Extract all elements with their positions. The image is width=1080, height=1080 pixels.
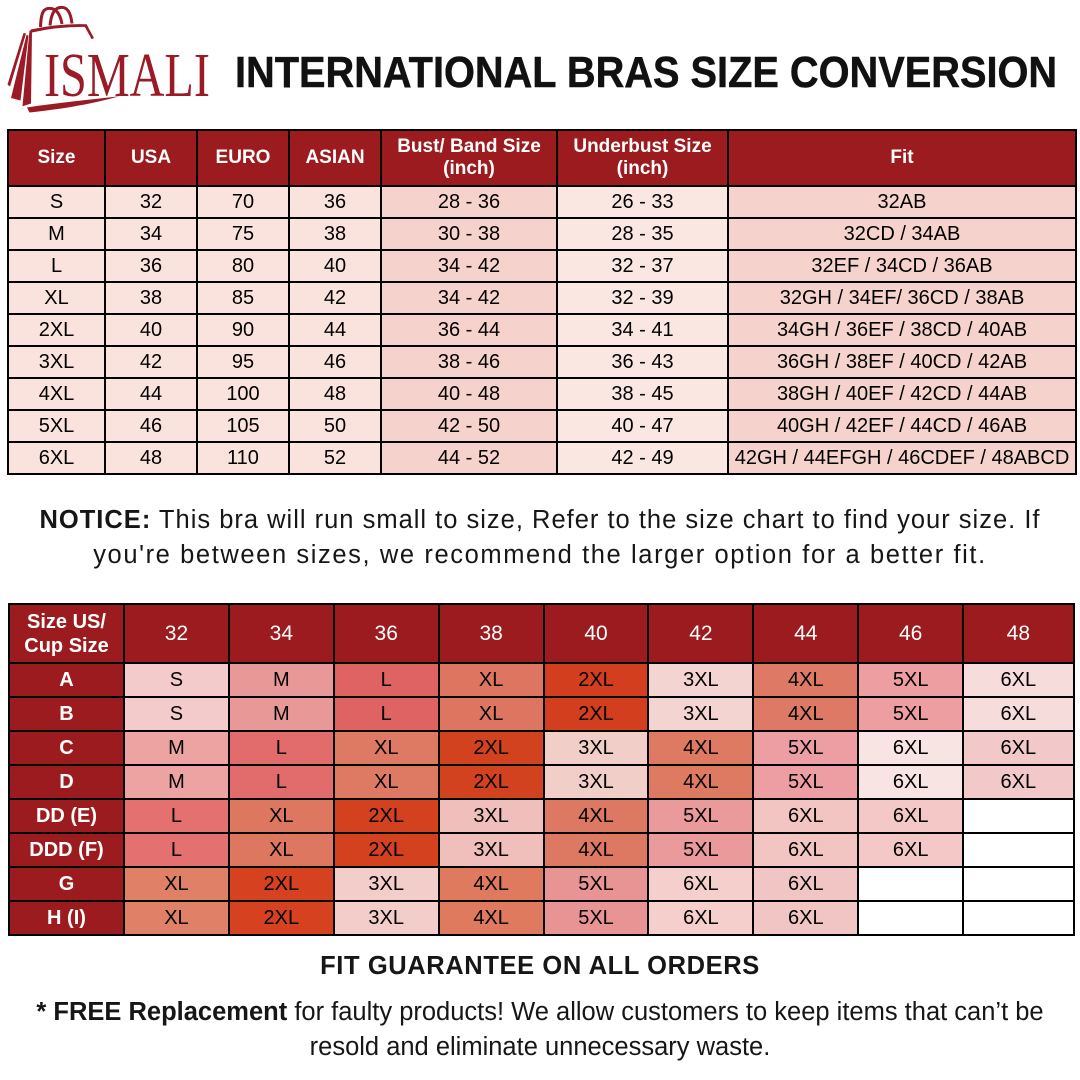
- svg-text:ISMALI: ISMALI: [44, 42, 210, 110]
